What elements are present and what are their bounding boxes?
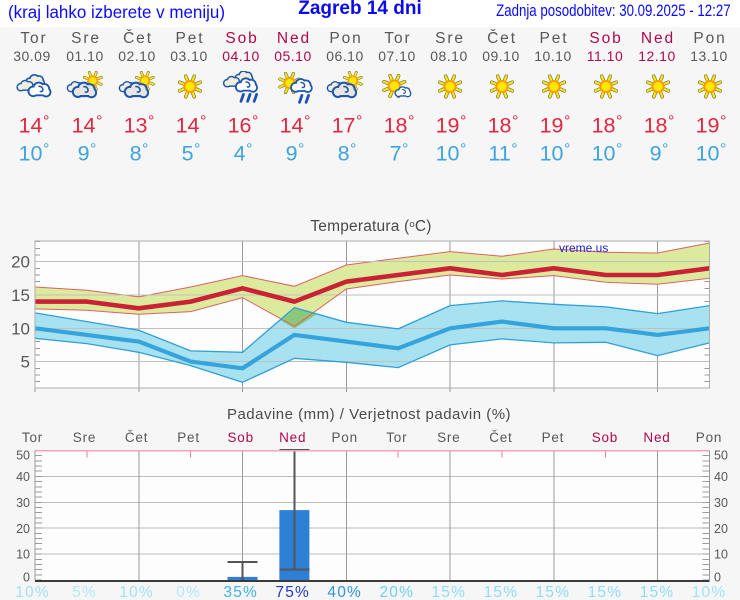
svg-text:Sob: Sob [592, 430, 618, 445]
svg-text:20: 20 [11, 253, 30, 272]
svg-text:Pet: Pet [177, 430, 200, 445]
svg-text:30: 30 [714, 496, 728, 510]
svg-text:10: 10 [16, 548, 30, 562]
svg-text:Pon: Pon [696, 430, 722, 445]
svg-text:Sre: Sre [437, 430, 460, 445]
svg-text:40: 40 [16, 470, 30, 484]
svg-text:20%: 20% [379, 584, 414, 600]
svg-text:15%: 15% [484, 584, 519, 600]
svg-text:50: 50 [714, 449, 728, 463]
svg-text:10: 10 [714, 548, 728, 562]
svg-text:50: 50 [16, 449, 30, 463]
svg-text:Sre: Sre [73, 430, 96, 445]
svg-text:Čet: Čet [489, 430, 512, 445]
svg-text:40: 40 [714, 470, 728, 484]
svg-text:5%: 5% [72, 584, 97, 600]
svg-text:0: 0 [714, 571, 721, 585]
svg-text:Sob: Sob [227, 430, 253, 445]
svg-text:35%: 35% [223, 584, 258, 600]
svg-text:Padavine (mm) / Verjetnost pad: Padavine (mm) / Verjetnost padavin (%) [227, 406, 511, 423]
svg-text:5: 5 [21, 353, 30, 372]
svg-text:30: 30 [16, 496, 30, 510]
svg-text:Tor: Tor [22, 430, 43, 445]
svg-text:Čet: Čet [125, 430, 148, 445]
svg-text:40%: 40% [327, 584, 362, 600]
svg-text:vreme.us: vreme.us [559, 241, 608, 255]
svg-text:15%: 15% [431, 584, 466, 600]
svg-text:Ned: Ned [643, 430, 670, 445]
svg-text:Tor: Tor [386, 430, 407, 445]
svg-text:75%: 75% [275, 584, 310, 600]
svg-text:10: 10 [11, 319, 30, 338]
svg-text:15%: 15% [536, 584, 571, 600]
svg-text:15%: 15% [640, 584, 675, 600]
svg-text:Ned: Ned [279, 430, 306, 445]
svg-text:0: 0 [23, 571, 30, 585]
svg-text:Pon: Pon [331, 430, 357, 445]
svg-text:15%: 15% [588, 584, 623, 600]
svg-text:0%: 0% [176, 584, 201, 600]
svg-text:10%: 10% [119, 584, 154, 600]
svg-text:20: 20 [16, 522, 30, 536]
svg-text:Pet: Pet [542, 430, 565, 445]
svg-text:Temperatura (oC): Temperatura (oC) [310, 218, 431, 235]
svg-text:15: 15 [11, 286, 30, 305]
svg-text:20: 20 [714, 522, 728, 536]
svg-text:10%: 10% [15, 584, 50, 600]
svg-text:10%: 10% [692, 584, 727, 600]
